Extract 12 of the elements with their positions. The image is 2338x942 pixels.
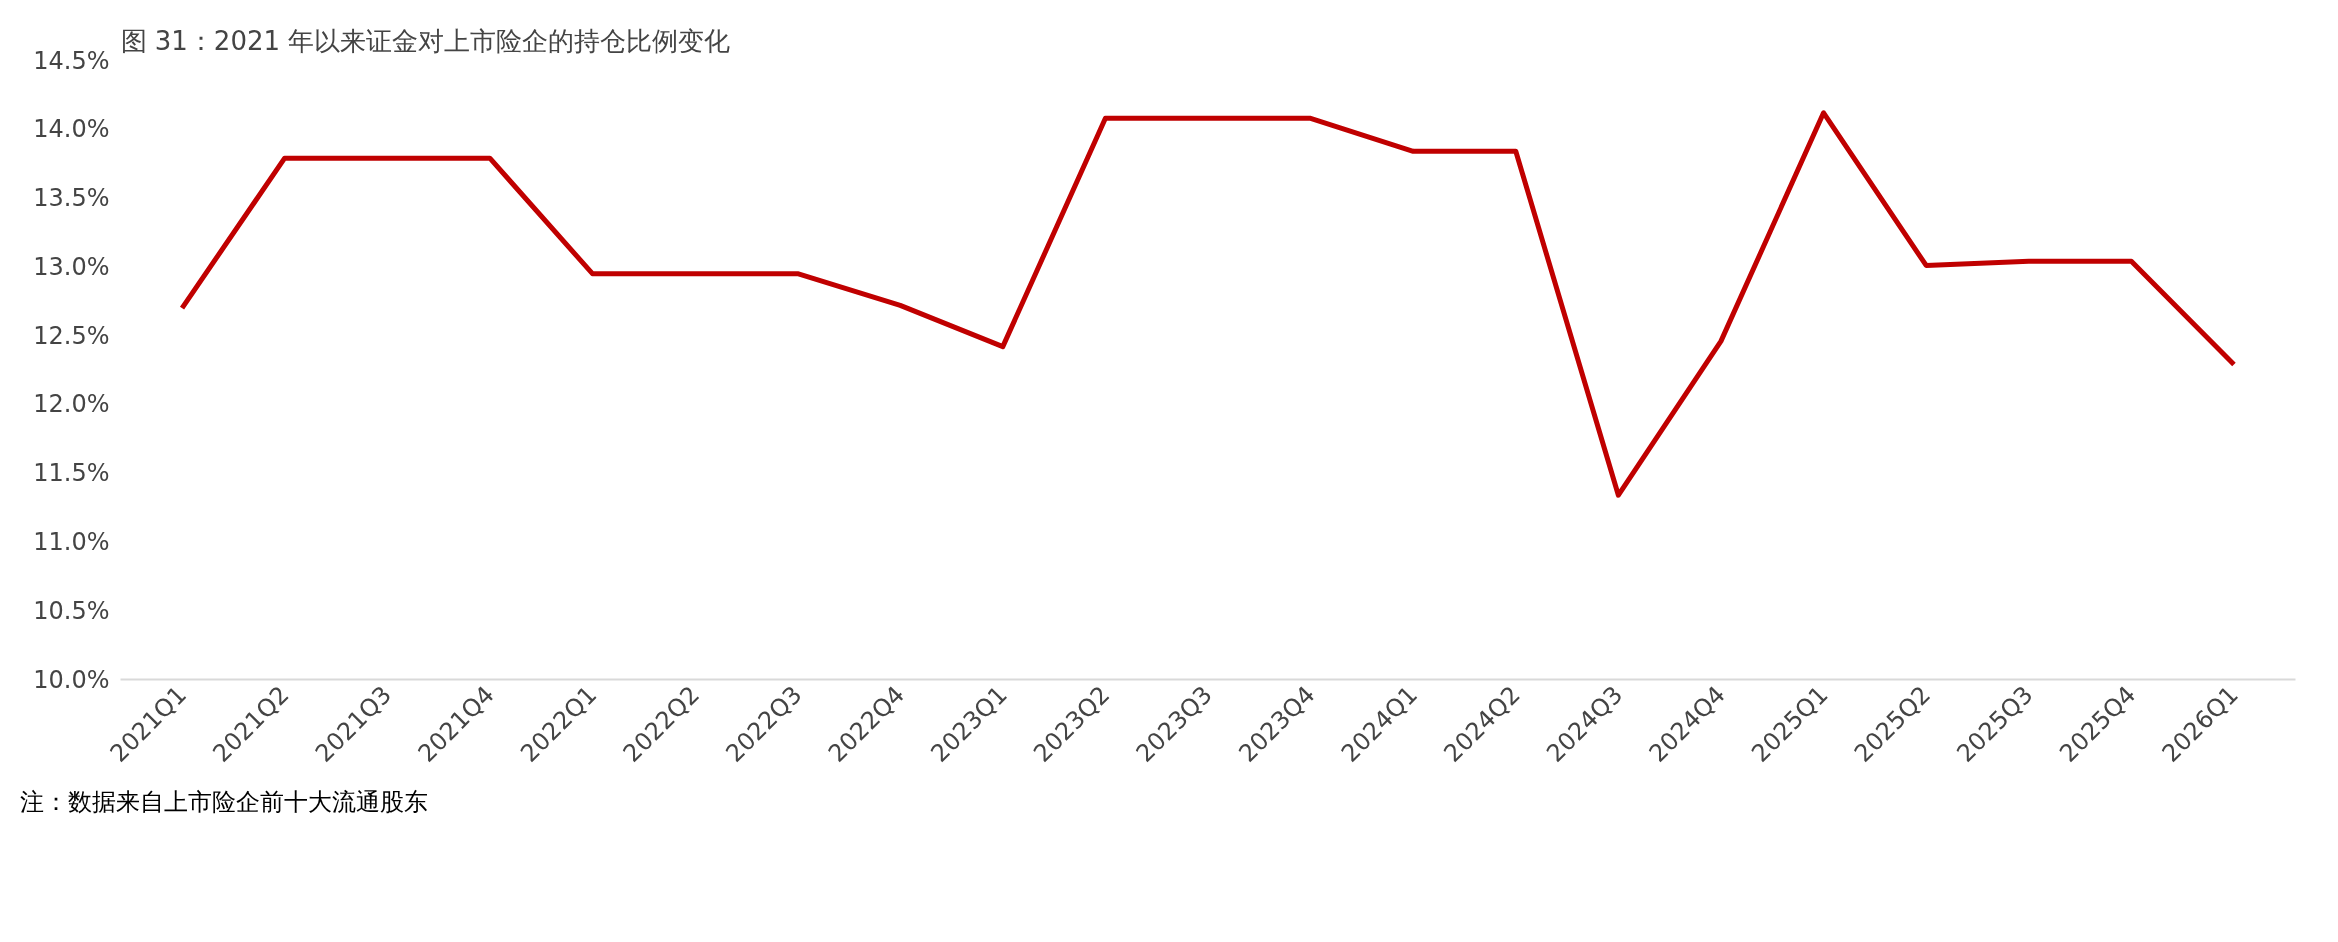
- y-tick-label: 14.5%: [33, 46, 110, 75]
- y-tick-label: 13.5%: [33, 184, 110, 213]
- y-tick-label: 10.0%: [33, 665, 110, 694]
- text: 注：数据来自上市险企前十大流通股东: [20, 787, 428, 818]
- y-tick-label: 14.0%: [33, 115, 110, 144]
- y-tick-label: 11.0%: [33, 527, 110, 556]
- y-tick-label: 10.5%: [33, 596, 110, 625]
- y-tick-label: 13.0%: [33, 252, 110, 281]
- y-tick-label: 12.5%: [33, 321, 110, 350]
- chart-title: 图 31：2021 年以来证金对上市险企的持仓比例变化: [120, 25, 731, 56]
- y-tick-label: 11.5%: [33, 459, 110, 488]
- y-tick-label: 12.0%: [33, 390, 110, 419]
